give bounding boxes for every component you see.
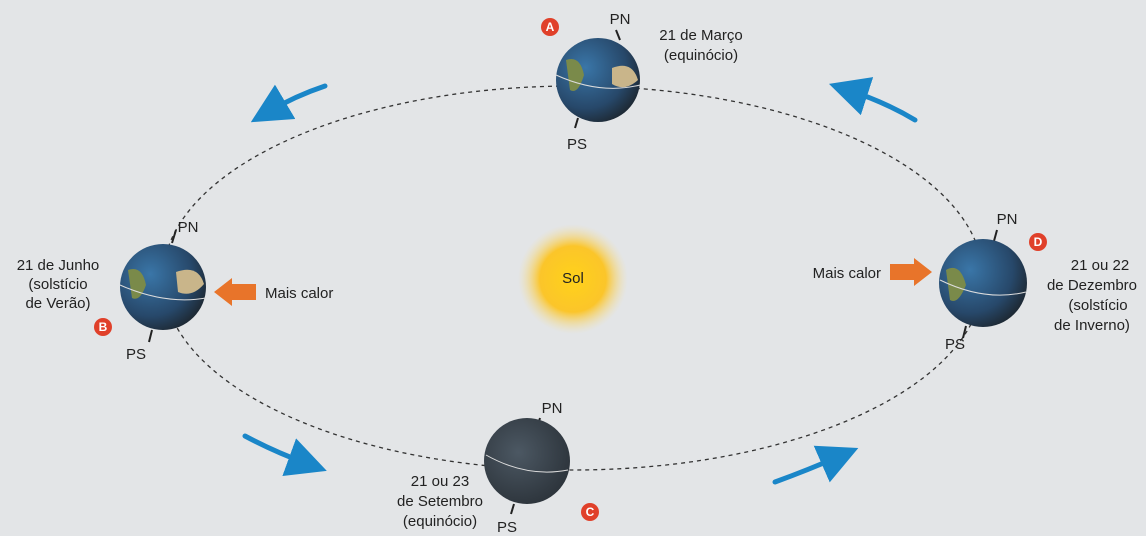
sun-label: Sol — [562, 270, 584, 287]
pole-south: PS — [126, 346, 146, 363]
page: Sol PN PS A 21 de Março (equinócio) PN P… — [0, 0, 1146, 536]
badge: C — [581, 503, 599, 521]
badge: A — [541, 18, 559, 36]
badge: D — [1029, 233, 1047, 251]
date-line: (solstício — [28, 276, 87, 293]
pole-south: PS — [567, 136, 587, 153]
pole-south: PS — [945, 336, 965, 353]
earth-d — [939, 230, 1027, 338]
date-line: 21 de Março — [659, 27, 742, 44]
pole-north: PN — [997, 211, 1018, 228]
date-line: 21 ou 22 — [1071, 257, 1129, 274]
diagram: Sol PN PS A 21 de Março (equinócio) PN P… — [0, 0, 1146, 536]
heat-label: Mais calor — [265, 285, 333, 302]
badge-letter: D — [1034, 235, 1043, 249]
earth-a — [556, 30, 640, 128]
earth-c — [484, 418, 570, 514]
date-line: de Verão) — [25, 295, 90, 312]
date-line: (solstício — [1068, 297, 1127, 314]
heat-arrow — [890, 258, 932, 286]
date-line: 21 de Junho — [17, 257, 100, 274]
pole-south: PS — [497, 519, 517, 536]
date-line: de Inverno) — [1054, 317, 1130, 334]
heat-label: Mais calor — [813, 265, 881, 282]
date-line: (equinócio) — [403, 513, 477, 530]
pole-north: PN — [542, 400, 563, 417]
badge-letter: A — [546, 20, 555, 34]
earth-b — [120, 230, 206, 342]
heat-arrow — [214, 278, 256, 306]
date-line: (equinócio) — [664, 47, 738, 64]
badge-letter: C — [586, 505, 595, 519]
badge-letter: B — [99, 320, 108, 334]
date-line: de Setembro — [397, 493, 483, 510]
badge: B — [94, 318, 112, 336]
date-line: de Dezembro — [1047, 277, 1137, 294]
pole-north: PN — [178, 219, 199, 236]
pole-north: PN — [610, 11, 631, 28]
date-line: 21 ou 23 — [411, 473, 469, 490]
